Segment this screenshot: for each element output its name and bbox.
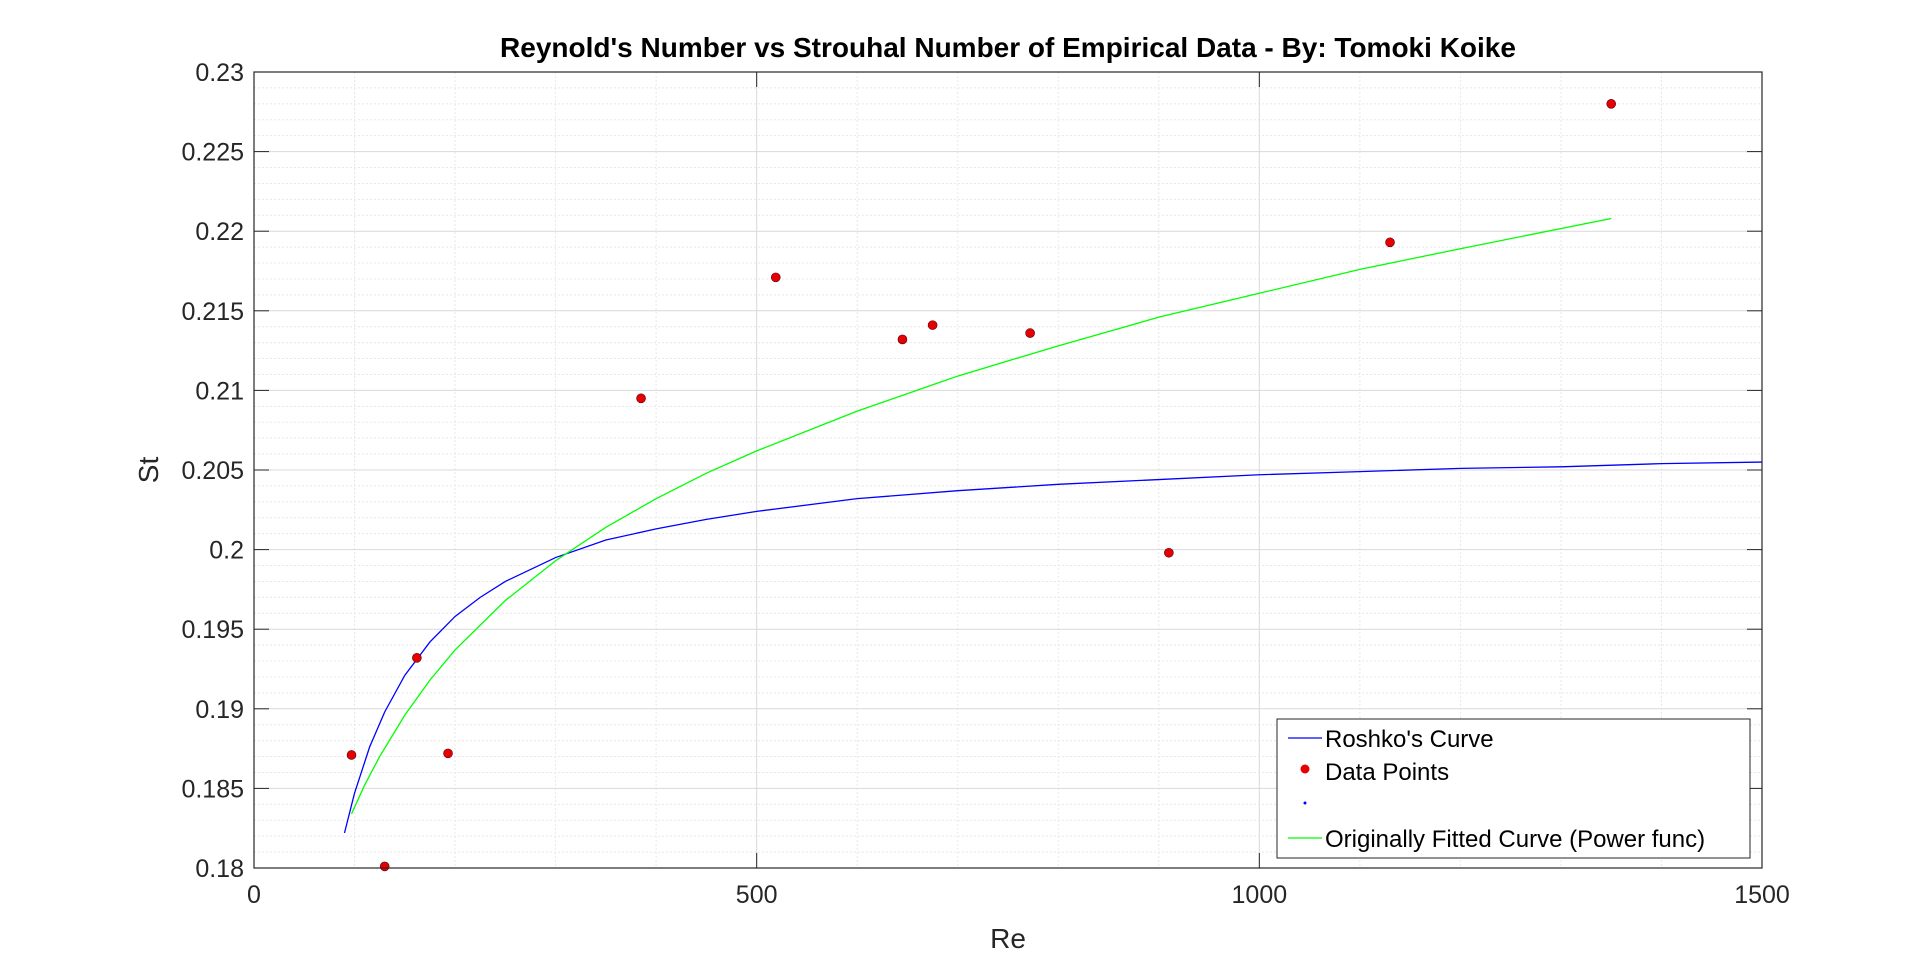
y-tick-label: 0.185 xyxy=(181,775,244,803)
data-point xyxy=(1606,99,1616,109)
y-axis-label: St xyxy=(133,457,164,484)
data-point xyxy=(927,320,938,330)
data-point xyxy=(1385,237,1395,248)
data-point xyxy=(897,334,908,345)
ticks-layer xyxy=(253,71,1763,869)
roshko-s-curve-line xyxy=(343,461,1763,834)
y-tick-label: 0.2 xyxy=(209,537,244,565)
y-tick-label: 0.23 xyxy=(195,59,244,87)
data-point xyxy=(636,393,646,404)
x-tick-label: 1500 xyxy=(1734,881,1790,909)
chart-title: Reynold's Number vs Strouhal Number of E… xyxy=(500,32,1516,63)
legend-entry-label: Data Points xyxy=(1325,759,1449,786)
y-tick-label: 0.22 xyxy=(195,218,244,246)
x-tick-label: 500 xyxy=(736,881,778,909)
data-point xyxy=(1025,328,1035,338)
y-tick-label: 0.195 xyxy=(181,616,244,644)
tick-labels: 0 500 1000 1500 0.18 0.185 0.19 0.195 0.2 0.205 0.… xyxy=(181,59,1789,909)
legend-entry-label: Originally Fitted Curve (Power func) xyxy=(1325,826,1705,853)
x-axis-label: Re xyxy=(990,923,1026,954)
y-tick-label: 0.205 xyxy=(181,457,244,485)
y-tick-label: 0.225 xyxy=(181,139,244,167)
data-point xyxy=(1164,547,1174,558)
y-tick-label: 0.21 xyxy=(195,377,244,405)
data-point xyxy=(443,748,453,759)
originally-fitted-curve-power-func-line xyxy=(350,217,1612,815)
y-tick-label: 0.215 xyxy=(181,298,244,326)
data-point xyxy=(412,653,422,663)
x-tick-label: 1000 xyxy=(1232,881,1288,909)
legend-dot-swatch xyxy=(1300,764,1310,774)
data-point xyxy=(346,750,357,760)
legend-small-dot-swatch xyxy=(1303,801,1307,805)
legend: Roshko's Curve Data Points Originally Fitt… xyxy=(1276,718,1751,859)
data-point xyxy=(770,272,781,283)
x-tick-label: 0 xyxy=(247,881,261,909)
series-layer xyxy=(343,99,1763,872)
data-point xyxy=(379,861,390,872)
y-tick-label: 0.18 xyxy=(195,855,244,883)
legend-box xyxy=(1276,718,1751,859)
y-tick-label: 0.19 xyxy=(195,696,244,724)
legend-entry-label: Roshko's Curve xyxy=(1325,726,1494,753)
